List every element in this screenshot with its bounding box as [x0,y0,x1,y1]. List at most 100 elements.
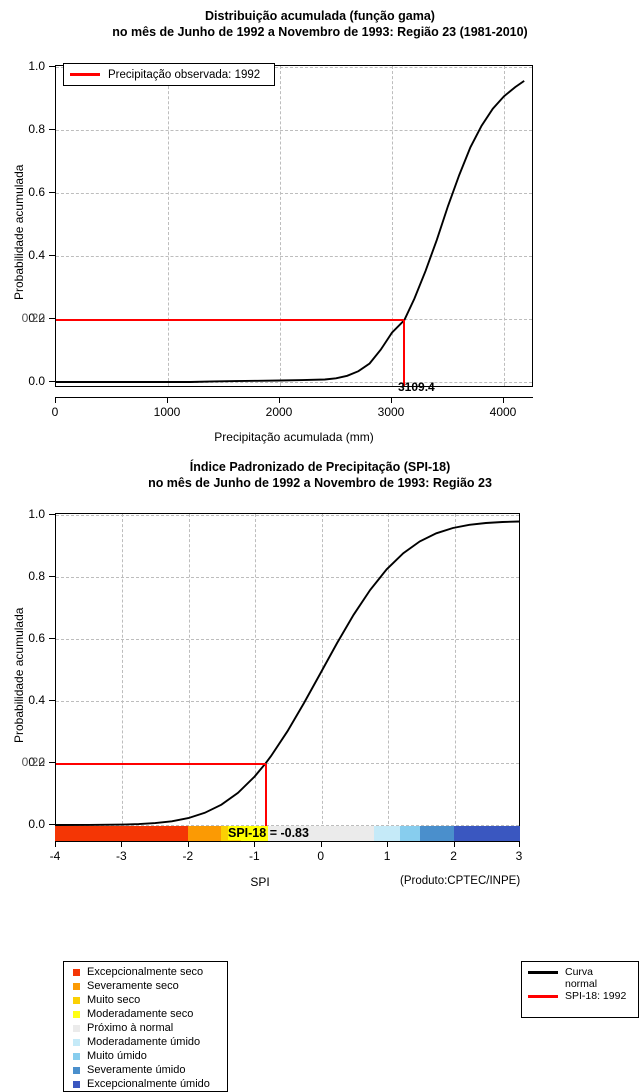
chart1-annotation-vline [403,320,406,386]
spi-category-legend-item: Muito seco [68,993,227,1007]
chart2-ytick-0.6 [49,638,55,639]
chart2-xtick-1 [387,841,389,847]
chart1-xtick-3000 [391,397,392,403]
chart2-gridline-y-0.2 [56,763,519,764]
spi-category-legend-item: Excepcionalmente seco [68,965,227,979]
chart1-ytick-0.2 [49,318,55,319]
chart1-gridline-x-3000 [392,66,393,386]
chart1-xlabel-3000: 3000 [377,405,405,419]
chart1-gridline-x-4000 [504,66,505,386]
spi-category-legend-label: Muito úmido [87,1049,147,1062]
gamma-cdf-chart: Distribuição acumulada (função gama) no … [0,0,640,450]
chart1-ylabel-0.8: 0.8 [28,122,45,136]
chart1-xlabel-0: 0 [51,405,59,419]
chart2-curve-legend[interactable]: Curva normal SPI-18: 1992 [521,961,639,1018]
colorbar-segment[interactable] [187,826,222,841]
spi-value-key: SPI-18 [228,826,267,840]
chart2-ylabel-0.6: 0.6 [28,631,45,645]
spi-value-annotation: SPI-18 = -0.83 [228,826,309,841]
chart1-ytick-0.4 [49,255,55,256]
chart2-annotation-y-label: 0.20 [21,755,45,769]
red-line-swatch-icon [70,73,100,76]
chart1-title: Distribuição acumulada (função gama) no … [0,8,640,40]
chart1-ylabel-1.0: 1.0 [28,59,45,73]
spi-category-legend-label: Severamente seco [87,979,179,992]
chart1-xlabel-1000: 1000 [153,405,181,419]
spi-colorbar[interactable] [55,826,520,841]
colorbar-segment[interactable] [453,826,520,841]
chart1-annotation-x-label: 3109.4 [398,380,435,394]
chart1-gridline-y-1.0 [56,67,532,68]
chart1-ylabel-0.6: 0.6 [28,185,45,199]
colorbar-segment[interactable] [420,826,454,841]
chart2-ylabel-0.0: 0.0 [28,817,45,831]
chart2-xlabel--3: -3 [116,849,127,863]
chart2-title-line2: no mês de Junho de 1992 a Novembro de 19… [148,476,492,490]
chart2-xlabel-2: 2 [450,849,457,863]
chart2-gridline-y-0.6 [56,639,519,640]
chart1-ylabel-0.0: 0.0 [28,374,45,388]
spi-category-legend-label: Moderadamente úmido [87,1035,201,1048]
category-color-swatch-icon [73,1066,80,1074]
chart1-ylabel-0.4: 0.4 [28,248,45,262]
colorbar-segment[interactable] [267,826,374,841]
chart1-plot-area [55,65,533,387]
chart2-ytick-0.4 [49,700,55,701]
spi-category-legend-label: Severamente úmido [87,1063,186,1076]
chart2-gridline-x-2 [454,514,456,829]
chart1-legend[interactable]: Precipitação observada: 1992 [63,63,275,86]
chart2-title: Índice Padronizado de Precipitação (SPI-… [0,459,640,491]
chart2-gridline-y-1.0 [56,515,519,516]
chart2-ytick-1.0 [49,514,55,515]
category-color-swatch-icon [73,1038,80,1046]
chart1-xtick-1000 [167,397,168,403]
chart1-gridline-x-1000 [168,66,169,386]
spi-category-legend-item: Severamente úmido [68,1063,227,1077]
spi-category-legend-label: Muito seco [87,993,141,1006]
chart2-xlabel--2: -2 [182,849,194,863]
category-color-swatch-icon [73,968,80,976]
category-color-swatch-icon [73,1010,80,1018]
chart2-ytick-0.0 [49,824,55,825]
category-color-swatch-icon [73,1024,80,1032]
chart2-title-line1: Índice Padronizado de Precipitação (SPI-… [189,460,451,474]
chart2-gridline-y-0.4 [56,701,519,702]
chart1-title-line1: Distribuição acumulada (função gama) [205,9,435,23]
spi-category-legend-label: Próximo à normal [87,1021,174,1034]
chart2-gridline-x--3 [122,514,124,829]
chart1-xaxis-title: Precipitação acumulada (mm) [214,430,374,444]
black-line-swatch-icon [528,971,558,974]
chart2-curve [55,520,520,826]
chart2-gridline-y-0.8 [56,577,519,578]
credit-text: (Produto:CPTEC/INPE) [400,875,521,887]
chart1-title-line2: no mês de Junho de 1992 a Novembro de 19… [112,25,528,39]
category-color-swatch-icon [73,996,80,1004]
spi-category-legend-item: Muito úmido [68,1049,227,1063]
chart2-ylabel-1.0: 1.0 [28,507,45,521]
chart2-xaxis-line [55,841,520,842]
colorbar-segment[interactable] [400,826,421,841]
colorbar-segment[interactable] [373,826,401,841]
chart1-legend-item: Precipitação observada: 1992 [64,64,274,85]
chart2-yaxis-title: Probabilidade acumulada [12,607,26,743]
chart2-gridline-x-1 [388,514,390,829]
chart2-xtick-0 [320,841,322,847]
chart2-ylabel-0.4: 0.4 [28,693,45,707]
spi-category-legend[interactable]: Excepcionalmente seco Severamente seco Mui… [63,961,228,1092]
colorbar-segment[interactable] [55,826,188,841]
chart1-xlabel-2000: 2000 [265,405,293,419]
chart1-ytick-0.8 [49,129,55,130]
category-color-swatch-icon [73,1080,80,1088]
chart1-legend-label: Precipitação observada: 1992 [108,68,261,81]
chart2-xlabel-3: 3 [515,849,523,863]
category-color-swatch-icon [73,982,80,990]
chart1-xlabel-4000: 4000 [489,405,517,419]
spi-category-legend-item: Excepcionalmente úmido [68,1077,227,1091]
chart2-xtick-3 [519,841,520,847]
chart2-legend-label-spi: SPI-18: 1992 [565,990,627,1002]
chart1-annotation-hline [56,319,405,322]
chart2-ytick-0.8 [49,576,55,577]
chart1-xtick-4000 [503,397,504,403]
chart1-xaxis-line [55,397,533,398]
